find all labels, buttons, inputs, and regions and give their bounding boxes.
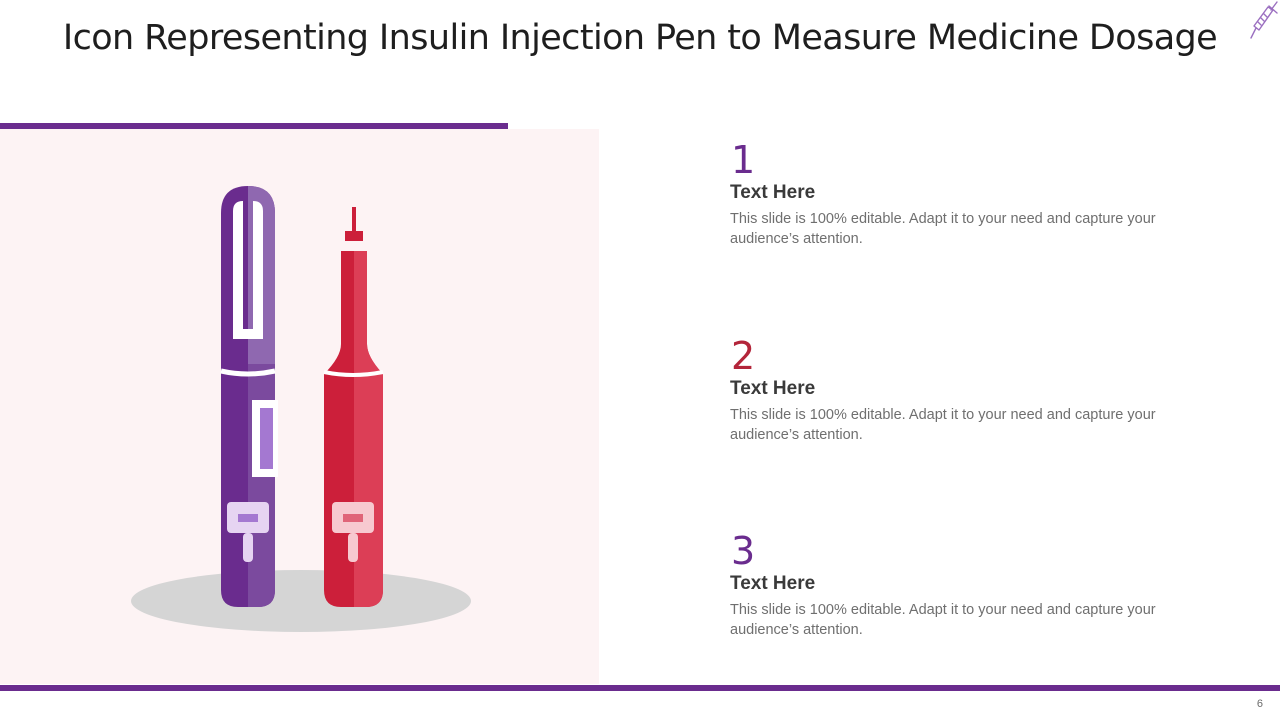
bottom-accent-bar (0, 685, 1280, 691)
list-item: 2 Text Here This slide is 100% editable.… (730, 336, 1180, 445)
item-number: 1 (731, 138, 756, 182)
insulin-pens-icon (131, 186, 471, 632)
item-heading: Text Here (730, 378, 816, 399)
item-body: This slide is 100% editable. Adapt it to… (730, 407, 1156, 443)
slide-title: Icon Representing Insulin Injection Pen … (62, 18, 1218, 58)
list-item: 1 Text Here This slide is 100% editable.… (730, 140, 1180, 249)
syringe-icon (1250, 1, 1278, 39)
pen-shadow (131, 570, 471, 632)
item-body: This slide is 100% editable. Adapt it to… (730, 211, 1156, 247)
illustration-panel (0, 129, 599, 684)
purple-insulin-pen (220, 186, 278, 607)
page-number: 6 (1256, 698, 1263, 710)
item-heading: Text Here (730, 182, 816, 203)
red-insulin-pen (323, 207, 384, 607)
item-body: This slide is 100% editable. Adapt it to… (730, 602, 1156, 638)
item-number: 2 (731, 334, 756, 378)
top-accent-bar (0, 123, 508, 129)
list-item: 3 Text Here This slide is 100% editable.… (730, 531, 1180, 640)
item-number: 3 (731, 529, 756, 573)
item-heading: Text Here (730, 573, 816, 594)
